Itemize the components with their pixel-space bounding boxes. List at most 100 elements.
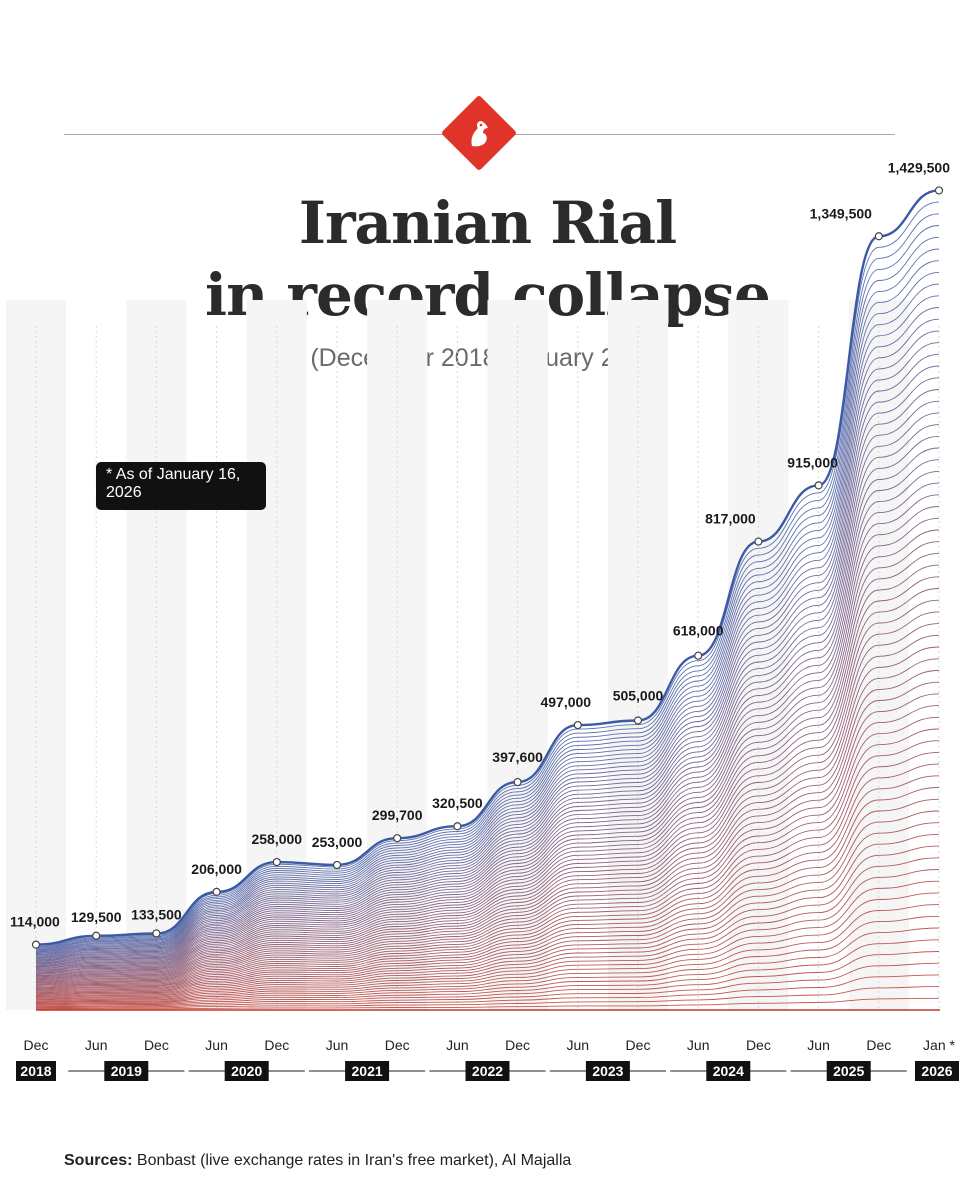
x-tick-label: Dec: [264, 1037, 289, 1053]
x-tick-label: Jun: [205, 1037, 228, 1053]
year-label-box: [345, 1061, 390, 1081]
year-label: 2018: [20, 1063, 51, 1079]
series-contour-line: [35, 658, 940, 983]
series-contour-line: [35, 541, 940, 974]
year-label: 2025: [833, 1063, 864, 1079]
year-label-box: [826, 1061, 871, 1081]
series-contour-line: [35, 951, 940, 1006]
data-labels: 114,000 129,500 133,500 206,000 258,000 253,0…: [10, 159, 950, 929]
year-label-box: [706, 1061, 751, 1081]
x-axis: Dec Jun Dec Jun Dec Jun Dec Jun Dec Jun Dec Jun Dec J…: [16, 1009, 959, 1081]
sources-line: Sources: Bonbast (live exchange rates in…: [64, 1152, 571, 1170]
data-label: 505,000: [613, 687, 664, 703]
series-contour-line: [35, 389, 940, 961]
series-contour-line: [35, 845, 940, 998]
x-tick-label: Jun: [326, 1037, 349, 1053]
series-contour-line: [35, 342, 940, 958]
x-tick-label: Dec: [385, 1037, 410, 1053]
x-tick-label: Jun: [807, 1037, 830, 1053]
year-label-box: [465, 1061, 510, 1081]
x-tick-label: Dec: [505, 1037, 530, 1053]
series-contour-line: [35, 213, 940, 947]
data-point: [934, 186, 944, 195]
data-label: 320,500: [432, 795, 483, 811]
series-contour-line: [35, 693, 940, 986]
data-label: 299,700: [372, 807, 423, 823]
series-contour-line: [35, 424, 940, 964]
series-contour-line: [35, 716, 940, 988]
series-contour-line: [35, 447, 940, 966]
series-contour-line: [35, 517, 940, 972]
series-contour-line: [35, 892, 940, 1002]
data-point: [31, 940, 41, 949]
data-point: [633, 716, 643, 725]
series-contour-line: [35, 681, 940, 985]
x-tick-label: Dec: [626, 1037, 651, 1053]
data-label: 817,000: [705, 511, 756, 527]
series-contour-line: [35, 763, 940, 991]
series-contour-line: [35, 904, 940, 1003]
x-tick-label: Jun: [446, 1037, 469, 1053]
series-contour-line: [35, 623, 940, 980]
year-label: 2022: [472, 1063, 503, 1079]
series-contour-line: [35, 986, 940, 1009]
series-contour-line: [35, 494, 940, 970]
data-label: 1,429,500: [888, 159, 950, 175]
x-tick-label: Dec: [144, 1037, 169, 1053]
series-contour-line: [35, 915, 940, 1003]
series-contour-line: [35, 974, 940, 1008]
series-contour-line: [35, 482, 940, 969]
series-contour-line: [35, 225, 940, 948]
data-point: [393, 834, 402, 843]
data-points: [31, 186, 944, 949]
x-tick-label: Jan *: [923, 1037, 955, 1053]
series-contour-line: [35, 459, 940, 967]
data-point: [754, 537, 763, 546]
series-contour-line: [35, 236, 940, 949]
as-of-note: * As of January 16, 2026: [96, 462, 266, 510]
series-contour-line: [35, 435, 940, 965]
data-label: 206,000: [191, 861, 242, 877]
series-contour-line: [35, 576, 940, 976]
year-label-box: [915, 1061, 959, 1081]
series-contour-line: [35, 330, 940, 957]
series-contour-line: [35, 939, 940, 1005]
series-contour-line: [35, 997, 940, 1010]
series-contour-line: [35, 271, 940, 952]
data-point: [874, 232, 883, 241]
year-label: 2023: [592, 1063, 623, 1079]
data-point: [152, 929, 161, 938]
series-contour-line: [35, 283, 940, 953]
series-contour-line: [35, 810, 940, 995]
series-contour-line: [35, 962, 940, 1007]
data-point: [814, 481, 823, 490]
x-tick-label: Jun: [687, 1037, 710, 1053]
series-contour-line: [35, 529, 940, 973]
data-point: [212, 887, 221, 896]
series-contour-line: [35, 307, 940, 955]
sources-text: Bonbast (live exchange rates in Iran's f…: [132, 1152, 572, 1169]
series-contour-line: [35, 588, 940, 977]
series-contour-line: [35, 634, 940, 981]
data-point: [332, 860, 342, 870]
data-point: [453, 822, 462, 831]
series-contour-line: [35, 880, 940, 1001]
year-label-box: [16, 1061, 56, 1081]
series-contour-line: [35, 353, 940, 959]
x-tick-label: Dec: [24, 1037, 49, 1053]
data-label: 129,500: [71, 909, 122, 925]
chart-title-line1: Iranian Rial: [298, 189, 677, 257]
series-contour-line: [35, 787, 940, 993]
series-contour-line: [35, 751, 940, 990]
series-contour-line: [35, 775, 940, 992]
series-contour-line: [35, 564, 940, 975]
series-contour-line: [35, 869, 940, 1000]
x-tick-label: Dec: [866, 1037, 891, 1053]
data-label: 1,349,500: [810, 205, 872, 221]
series-contour-line: [35, 599, 940, 978]
x-tick-label: Dec: [746, 1037, 771, 1053]
data-label: 253,000: [312, 834, 363, 850]
series-contour-line: [35, 201, 940, 947]
data-point: [92, 931, 101, 940]
